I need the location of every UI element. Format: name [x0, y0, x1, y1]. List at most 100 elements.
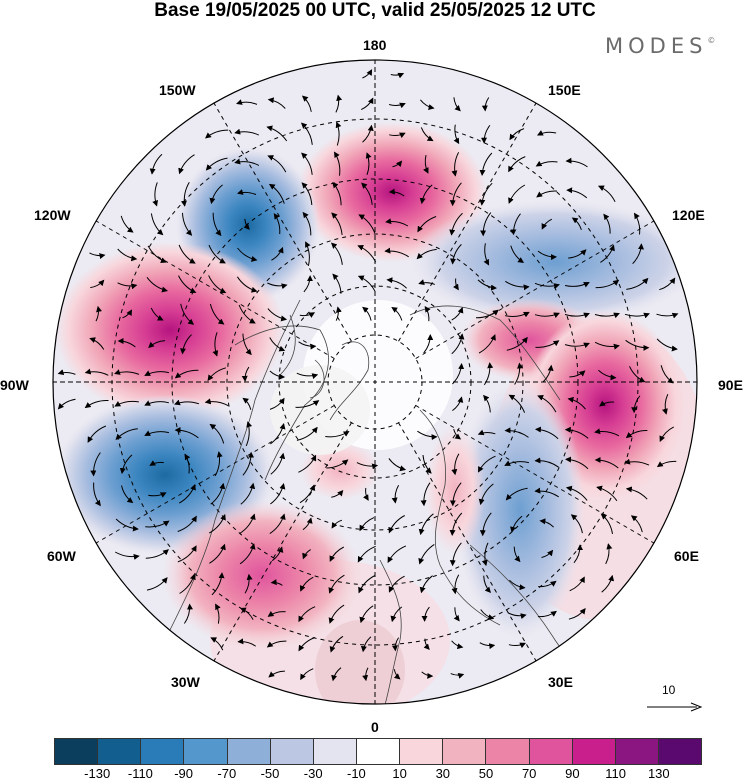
wind-vector — [269, 337, 286, 352]
lon-label-120e: 120E — [672, 207, 705, 223]
wind-vector — [534, 282, 560, 289]
wind-vector — [271, 246, 284, 261]
wind-vector — [391, 306, 403, 321]
wind-vector — [630, 515, 643, 533]
wind-vector — [236, 276, 258, 293]
wind-vector — [594, 428, 620, 437]
wind-vector — [633, 212, 641, 235]
wind-vector — [505, 280, 530, 291]
wind-vector — [298, 606, 316, 623]
wind-vector — [174, 427, 199, 439]
wind-vector — [145, 520, 170, 528]
wind-vector — [564, 312, 590, 319]
wind-vector — [270, 423, 286, 445]
wind-vector — [534, 457, 559, 468]
wind-vector — [451, 640, 464, 650]
colorbar-tick-label: -130 — [84, 766, 111, 781]
wind-vector — [481, 97, 490, 112]
wind-vector — [594, 312, 620, 319]
colorbar-swatch — [572, 739, 616, 764]
wind-vector — [569, 576, 585, 592]
wind-vector — [300, 122, 313, 145]
brand-mark: © — [707, 36, 716, 45]
wind-vector — [449, 182, 462, 207]
wind-vector — [386, 277, 407, 289]
wind-vector — [298, 454, 317, 473]
wind-vector — [451, 453, 460, 476]
wind-vector — [542, 364, 554, 383]
wind-vector — [182, 212, 193, 236]
wind-vector — [331, 489, 344, 498]
wind-vector — [534, 487, 559, 498]
colorbar — [54, 738, 702, 765]
wind-vector — [240, 482, 256, 505]
lon-label-0: 0 — [371, 719, 379, 735]
wind-vector — [564, 342, 590, 349]
wind-vector — [481, 542, 489, 567]
wind-vector — [564, 426, 589, 439]
lon-label-150w: 150W — [159, 82, 196, 98]
wind-vector — [421, 671, 434, 679]
wind-vector — [301, 95, 312, 112]
wind-vector — [266, 640, 287, 648]
wind-vector — [209, 543, 226, 564]
wind-vector — [420, 99, 435, 111]
colorbar-swatch — [486, 739, 530, 764]
wind-vector — [537, 610, 557, 618]
wind-vector — [390, 72, 405, 79]
wind-vector — [331, 212, 343, 235]
wind-vector — [295, 400, 320, 408]
wind-vector — [358, 575, 376, 594]
meridian-line — [398, 422, 537, 662]
wind-vector — [360, 97, 374, 111]
wind-vector — [656, 460, 677, 468]
wind-vector — [242, 451, 255, 476]
colorbar-tick-label: 30 — [435, 766, 451, 781]
wind-vector — [302, 211, 312, 236]
meridian-line — [213, 422, 352, 662]
wind-vector — [566, 187, 588, 199]
colorbar-tick-label: -70 — [217, 766, 237, 781]
wind-vector — [330, 242, 343, 265]
wind-vector — [595, 279, 620, 289]
wind-vector — [303, 275, 313, 293]
colorbar-tick-label: 10 — [392, 766, 407, 781]
wind-vector — [89, 337, 105, 350]
colorbar-tick-label: 70 — [521, 766, 537, 781]
wind-vector — [420, 127, 434, 142]
greenland-land — [270, 365, 370, 455]
wind-vector — [209, 303, 225, 325]
colorbar-tick-label: 130 — [647, 766, 670, 781]
wind-vector — [357, 275, 376, 292]
wind-vector — [267, 610, 286, 617]
wind-vector — [624, 312, 650, 319]
wind-vector — [509, 128, 525, 141]
wind-vector — [626, 277, 649, 290]
anomaly-scandinavia-high — [425, 425, 485, 555]
wind-vector — [388, 515, 405, 534]
wind-vector — [362, 124, 374, 143]
map-title: Base 19/05/2025 00 UTC, valid 25/05/2025… — [154, 0, 596, 21]
lon-label-30w: 30W — [171, 674, 200, 690]
wind-vector — [596, 485, 618, 502]
meridian-line — [95, 405, 335, 544]
wind-vector — [605, 543, 613, 565]
meridians — [53, 60, 697, 704]
wind-vector — [450, 672, 465, 679]
wind-vector — [508, 612, 527, 620]
wind-vector — [329, 635, 344, 653]
wind-vector — [356, 462, 379, 470]
wind-vector — [598, 369, 617, 381]
wind-vector — [238, 304, 256, 324]
wind-vector — [508, 642, 527, 649]
wind-vector — [273, 213, 281, 235]
wind-vector — [234, 158, 260, 166]
wind-vector — [570, 514, 583, 534]
lon-label-60e: 60E — [674, 548, 699, 564]
wind-vector — [95, 305, 102, 322]
colorbar-swatch — [141, 739, 185, 764]
wind-vector — [178, 275, 197, 294]
wind-vector — [601, 574, 615, 593]
meridian-line — [398, 102, 537, 342]
wind-vector — [452, 396, 464, 412]
